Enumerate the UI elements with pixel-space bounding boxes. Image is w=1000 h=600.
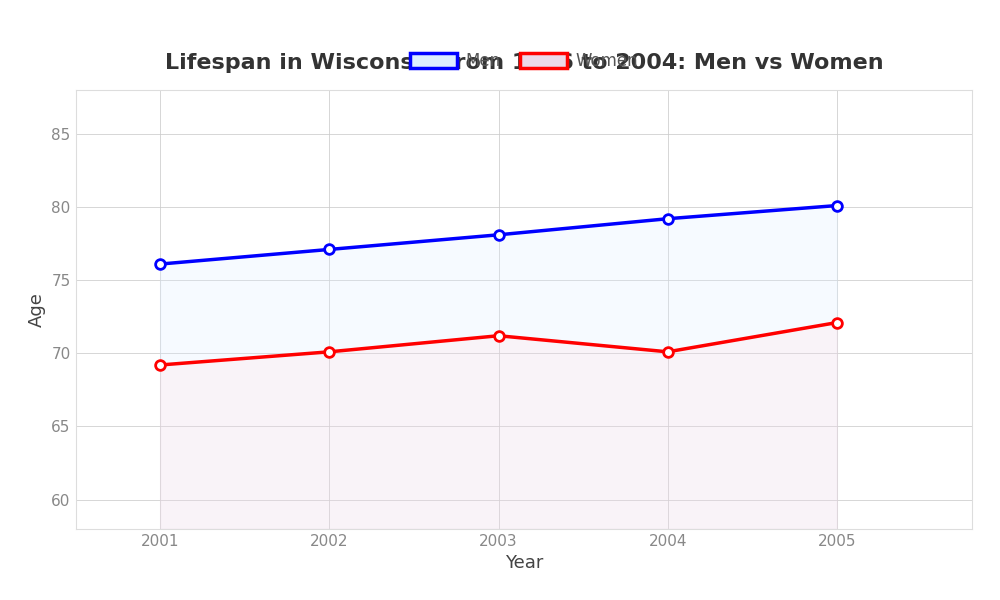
Y-axis label: Age: Age (28, 292, 46, 327)
X-axis label: Year: Year (505, 554, 543, 572)
Title: Lifespan in Wisconsin from 1966 to 2004: Men vs Women: Lifespan in Wisconsin from 1966 to 2004:… (165, 53, 883, 73)
Legend: Men, Women: Men, Women (403, 46, 644, 77)
